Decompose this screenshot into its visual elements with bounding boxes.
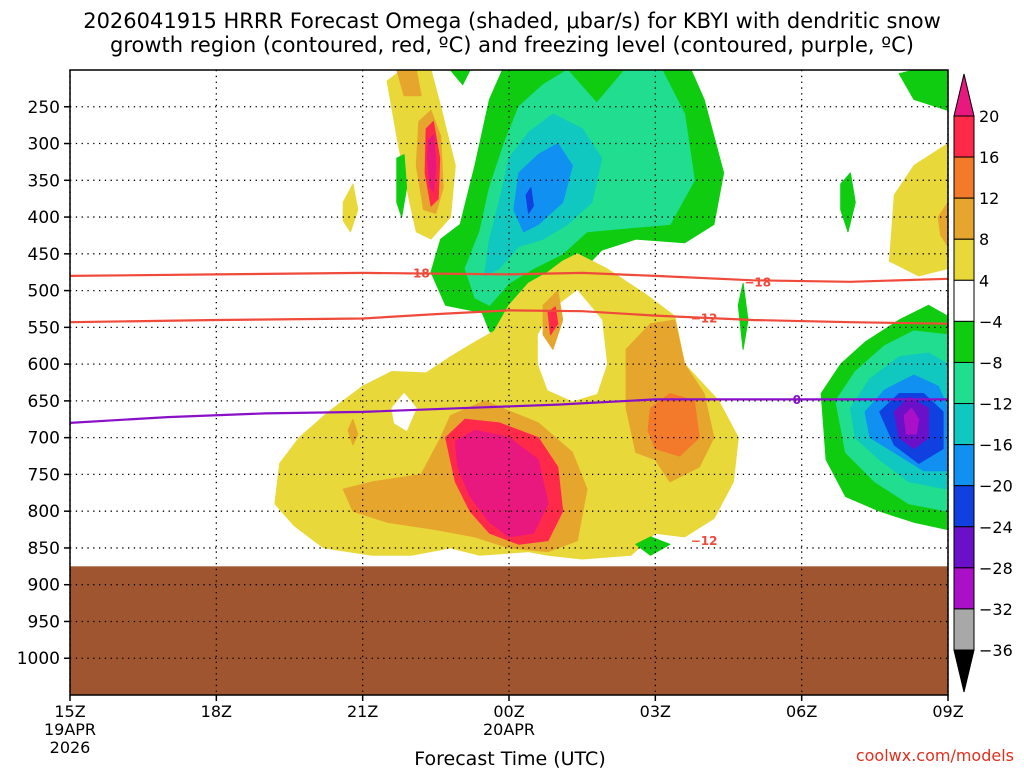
colorbar-swatch-1 <box>953 156 975 199</box>
contour-0 <box>69 271 949 283</box>
x-tick-date-15Z: 19APR <box>44 720 96 739</box>
omega-region-17 <box>547 306 559 336</box>
x-tick-label-15Z: 15Z <box>54 702 85 721</box>
omega-region-23 <box>454 429 549 538</box>
omega-region-5 <box>342 183 359 233</box>
omega-region-28 <box>937 201 948 247</box>
colorbar: 20 16 12 8 4 −4 −8 −12 −16 −20 −24 −28 −32 −36 <box>953 73 1013 693</box>
y-tick-label-900: 900 <box>28 576 60 596</box>
x-tick-label-21Z: 21Z <box>347 702 378 721</box>
y-tick-label-800: 800 <box>28 502 60 522</box>
chart-title-line2: growth region (contoured, red, ºC) and f… <box>110 33 914 57</box>
omega-region-7 <box>450 70 471 86</box>
colorbar-swatch-6 <box>953 361 975 405</box>
colorbar-swatch-12 <box>953 608 975 651</box>
contour-label-2-0: 0 <box>793 393 801 407</box>
colorbar-label-3: 8 <box>979 230 989 249</box>
colorbar-top-arrow <box>953 73 975 117</box>
colorbar-swatch-7 <box>953 403 975 446</box>
y-tick-label-1000: 1000 <box>17 649 60 669</box>
colorbar-label-12: −32 <box>979 600 1013 619</box>
omega-shading-layer <box>274 70 948 560</box>
x-tick-label-18Z: 18Z <box>201 702 232 721</box>
y-tick-label-650: 650 <box>28 392 60 412</box>
colorbar-swatch-9 <box>953 485 975 528</box>
y-tick-label-700: 700 <box>28 429 60 449</box>
omega-region-6 <box>396 154 408 218</box>
colorbar-label-13: −36 <box>979 641 1013 660</box>
y-tick-label-600: 600 <box>28 355 60 375</box>
colorbar-label-4: 4 <box>979 271 989 290</box>
x-axis-label: Forecast Time (UTC) <box>414 748 605 768</box>
y-tick-label-750: 750 <box>28 465 60 485</box>
colorbar-label-10: −24 <box>979 518 1013 537</box>
omega-region-29 <box>898 70 948 111</box>
y-tick-label-400: 400 <box>28 208 60 228</box>
chart-title-line1: 2026041915 HRRR Forecast Omega (shaded, … <box>83 9 941 33</box>
contour-label-0-1: −18 <box>744 275 771 289</box>
x-tick-label-00Z: 00Z <box>493 702 524 721</box>
contour-1 <box>69 309 949 325</box>
colorbar-label-0: 20 <box>979 107 999 126</box>
y-tick-label-500: 500 <box>28 282 60 302</box>
colorbar-swatch-8 <box>953 444 975 487</box>
contour-label-1-0: −12 <box>691 311 718 325</box>
temperature-contours: −18 −18 −12 −12 0 <box>69 266 949 548</box>
x-tick-label-09Z: 09Z <box>932 702 963 721</box>
ground-below-surface <box>70 566 948 695</box>
omega-region-25 <box>737 282 749 350</box>
omega-region-27 <box>889 143 948 277</box>
omega-region-1 <box>396 70 422 97</box>
omega-region-14 <box>391 393 417 431</box>
omega-region-36 <box>903 407 920 435</box>
colorbar-label-6: −8 <box>979 353 1003 372</box>
colorbar-label-2: 12 <box>979 189 999 208</box>
x-tick-label-06Z: 06Z <box>786 702 817 721</box>
colorbar-label-9: −20 <box>979 477 1013 496</box>
colorbar-bottom-arrow <box>953 649 975 693</box>
contour-label-0-0: −18 <box>403 266 430 280</box>
y-tick-label-550: 550 <box>28 318 60 338</box>
y-tick-label-350: 350 <box>28 171 60 191</box>
omega-region-12 <box>525 187 534 214</box>
colorbar-swatch-2 <box>953 197 975 240</box>
y-tick-label-450: 450 <box>28 245 60 265</box>
colorbar-swatch-11 <box>953 567 975 610</box>
colorbar-label-11: −28 <box>979 559 1013 578</box>
x-tick-label-03Z: 03Z <box>640 702 671 721</box>
omega-region-26 <box>840 172 856 233</box>
contour-2 <box>69 398 948 424</box>
credit-text: coolwx.com/models <box>856 746 1014 765</box>
x-tick-year-15Z: 2026 <box>50 738 91 757</box>
colorbar-swatch-10 <box>953 526 975 569</box>
colorbar-label-5: −4 <box>979 312 1003 331</box>
y-tick-label-850: 850 <box>28 539 60 559</box>
colorbar-swatch-5 <box>953 320 975 363</box>
y-axis-pressure: 250 300 350 400 450 500 550 600 650 700 750 800 850 9… <box>17 98 70 669</box>
colorbar-swatch-4 <box>953 279 975 322</box>
y-tick-label-300: 300 <box>28 135 60 155</box>
grid-lines <box>69 70 949 695</box>
colorbar-swatch-0 <box>953 115 975 158</box>
x-tick-date-00Z: 20APR <box>483 720 535 739</box>
colorbar-label-1: 16 <box>979 148 999 167</box>
omega-region-4 <box>427 134 437 192</box>
colorbar-label-8: −16 <box>979 436 1013 455</box>
y-tick-label-950: 950 <box>28 612 60 632</box>
omega-region-20 <box>647 393 700 457</box>
omega-region-24 <box>635 536 671 556</box>
y-tick-label-250: 250 <box>28 98 60 118</box>
colorbar-label-7: −12 <box>979 395 1013 414</box>
omega-region-18 <box>347 418 359 446</box>
contour-label-1-1: −12 <box>691 534 718 548</box>
colorbar-swatch-3 <box>953 238 975 281</box>
